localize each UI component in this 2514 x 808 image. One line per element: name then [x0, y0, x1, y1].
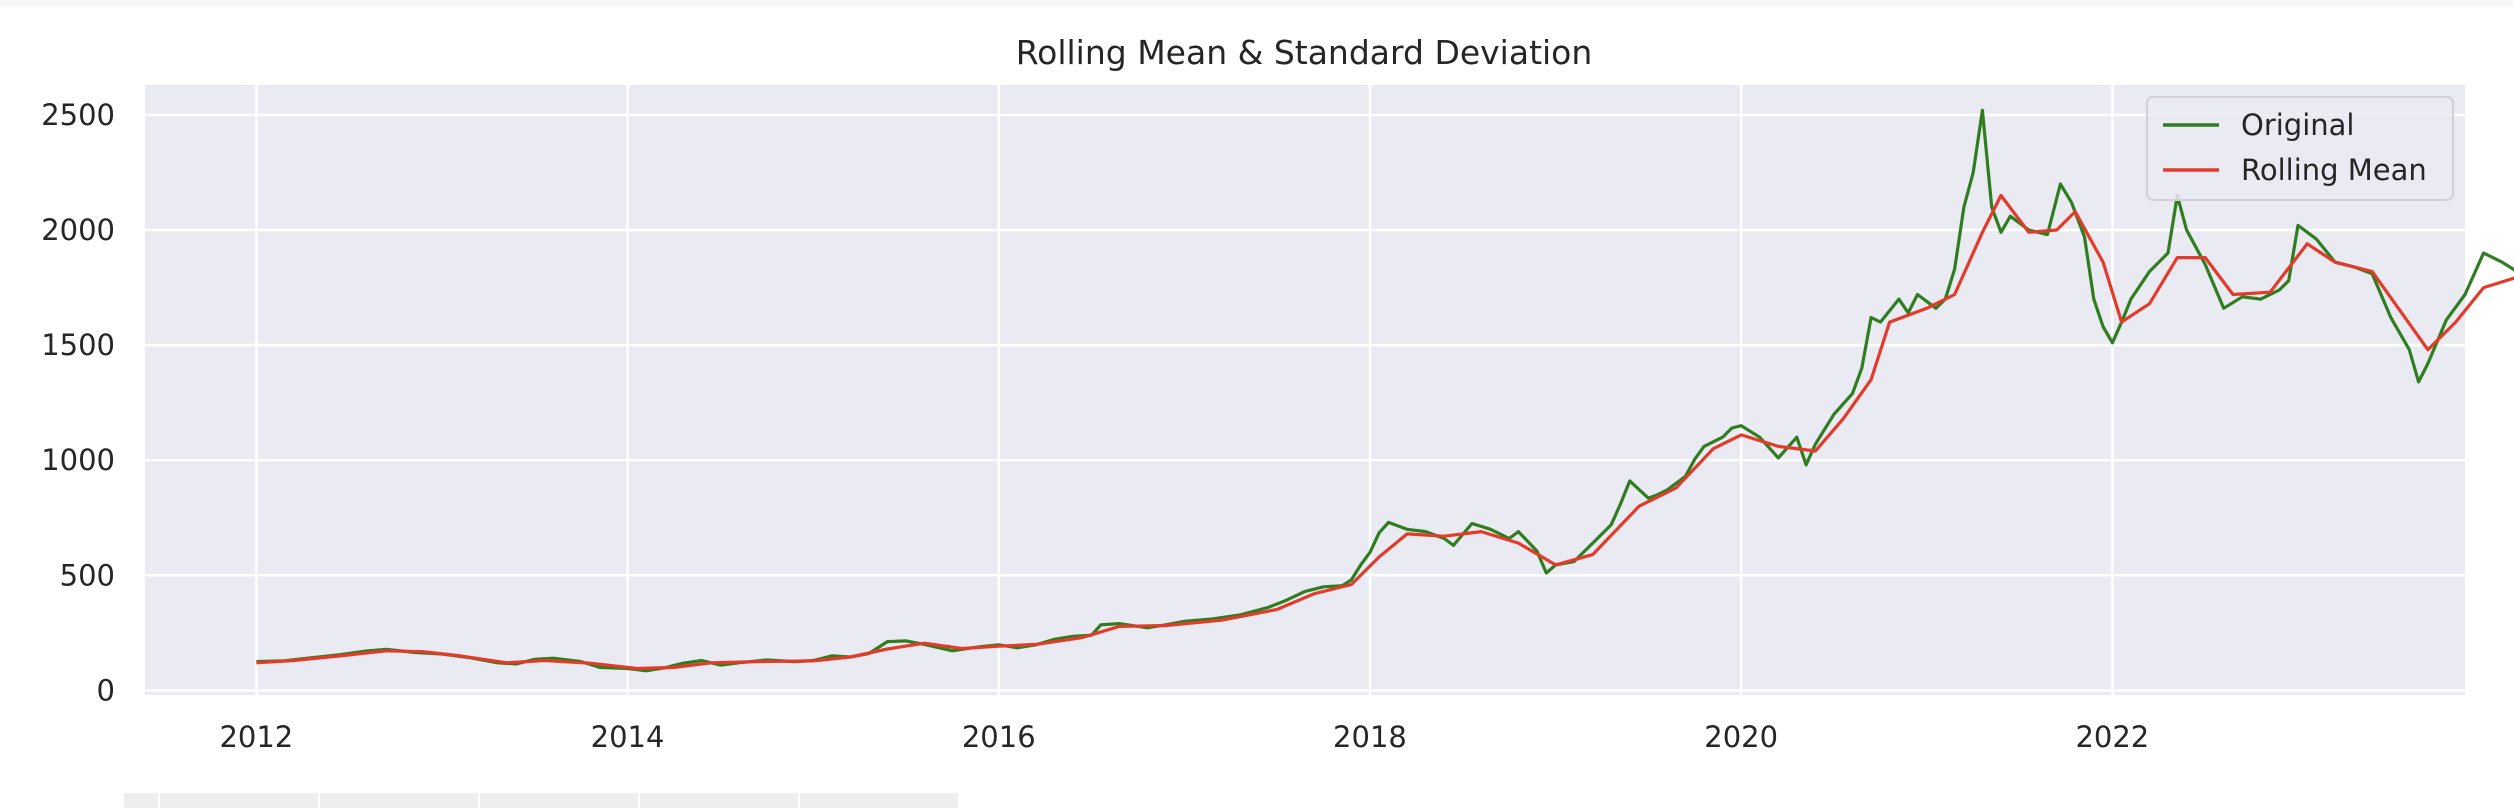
- y-tick-label: 1000: [41, 443, 115, 477]
- x-tick-label: 2012: [219, 720, 293, 754]
- y-tick-label: 500: [60, 558, 115, 592]
- y-tick-label: 2000: [41, 213, 115, 247]
- legend-label: Original: [2241, 108, 2354, 142]
- series-line-rolling-mean: [256, 193, 2514, 671]
- toolbar-segment: [124, 793, 160, 808]
- x-tick-label: 2020: [1704, 720, 1778, 754]
- y-tick-label: 1500: [41, 328, 115, 362]
- x-tick-label: 2016: [962, 720, 1036, 754]
- y-tick-label: 2500: [41, 98, 115, 132]
- series-layer: [256, 108, 2514, 673]
- x-tick-label: 2022: [2075, 720, 2149, 754]
- window-top-bar: [0, 0, 2514, 6]
- toolbar-segment: [160, 793, 320, 808]
- toolbar-segment: [320, 793, 480, 808]
- toolbar-segment: [800, 793, 960, 808]
- legend: Original Rolling Mean: [2146, 96, 2454, 201]
- x-tick-label: 2014: [591, 720, 665, 754]
- grid-lines: [145, 85, 2465, 695]
- toolbar-segment: [640, 793, 800, 808]
- x-tick-label: 2018: [1333, 720, 1407, 754]
- legend-box: [2146, 96, 2454, 201]
- y-tick-label: 0: [97, 673, 115, 707]
- chart-title: Rolling Mean & Standard Deviation: [1016, 33, 1593, 72]
- legend-label: Rolling Mean: [2241, 153, 2427, 187]
- plot-area: [145, 85, 2465, 695]
- tick-labels: 2012 2014 2016 2018 2020 2022 0 500 1000 1500 2000…: [41, 98, 2149, 754]
- toolbar-segment: [480, 793, 640, 808]
- bottom-toolbar-strip: [124, 793, 960, 808]
